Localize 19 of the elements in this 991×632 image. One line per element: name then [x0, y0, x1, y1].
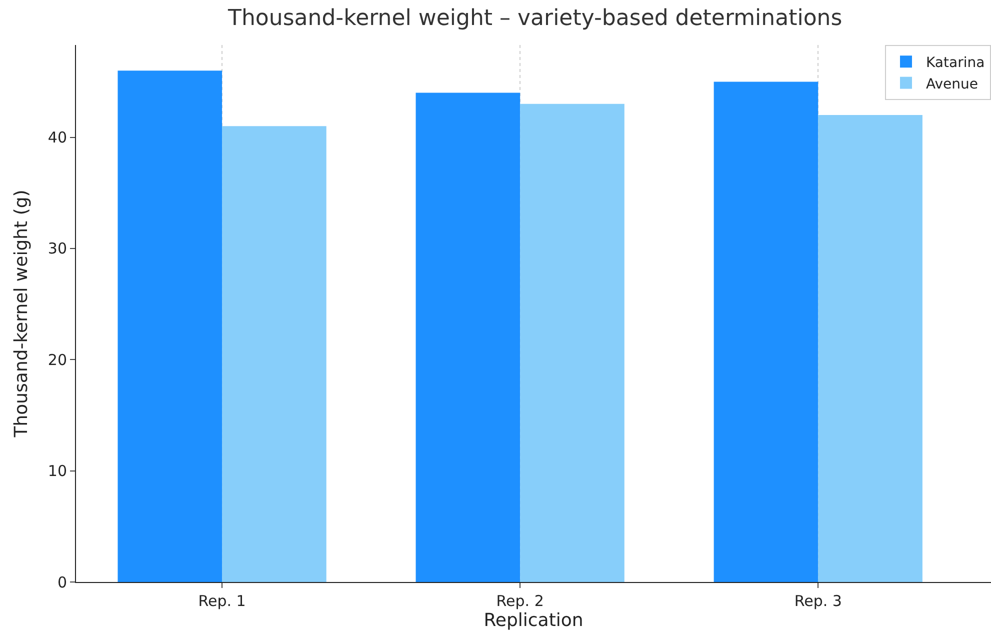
bar: [416, 92, 520, 582]
bar: [118, 70, 222, 582]
bar: [520, 104, 624, 582]
legend-label: Avenue: [926, 76, 978, 92]
x-tick-label: Rep. 2: [496, 592, 544, 610]
y-tick-label: 10: [48, 462, 67, 480]
chart-title: Thousand-kernel weight – variety-based determinations: [227, 6, 842, 31]
x-tick-label: Rep. 3: [794, 592, 842, 610]
bar: [222, 126, 326, 582]
y-tick-label: 30: [48, 240, 67, 258]
x-axis-title: Replication: [484, 610, 584, 631]
bar: [818, 115, 922, 582]
y-tick-label: 20: [48, 350, 67, 369]
legend-label: Katarina: [926, 55, 985, 72]
y-axis-title: Thousand-kernel weight (g): [11, 190, 32, 438]
x-tick-label: Rep. 1: [198, 592, 246, 610]
bar: [714, 82, 818, 582]
y-tick-label: 0: [57, 573, 67, 592]
y-tick-label: 40: [48, 128, 67, 147]
